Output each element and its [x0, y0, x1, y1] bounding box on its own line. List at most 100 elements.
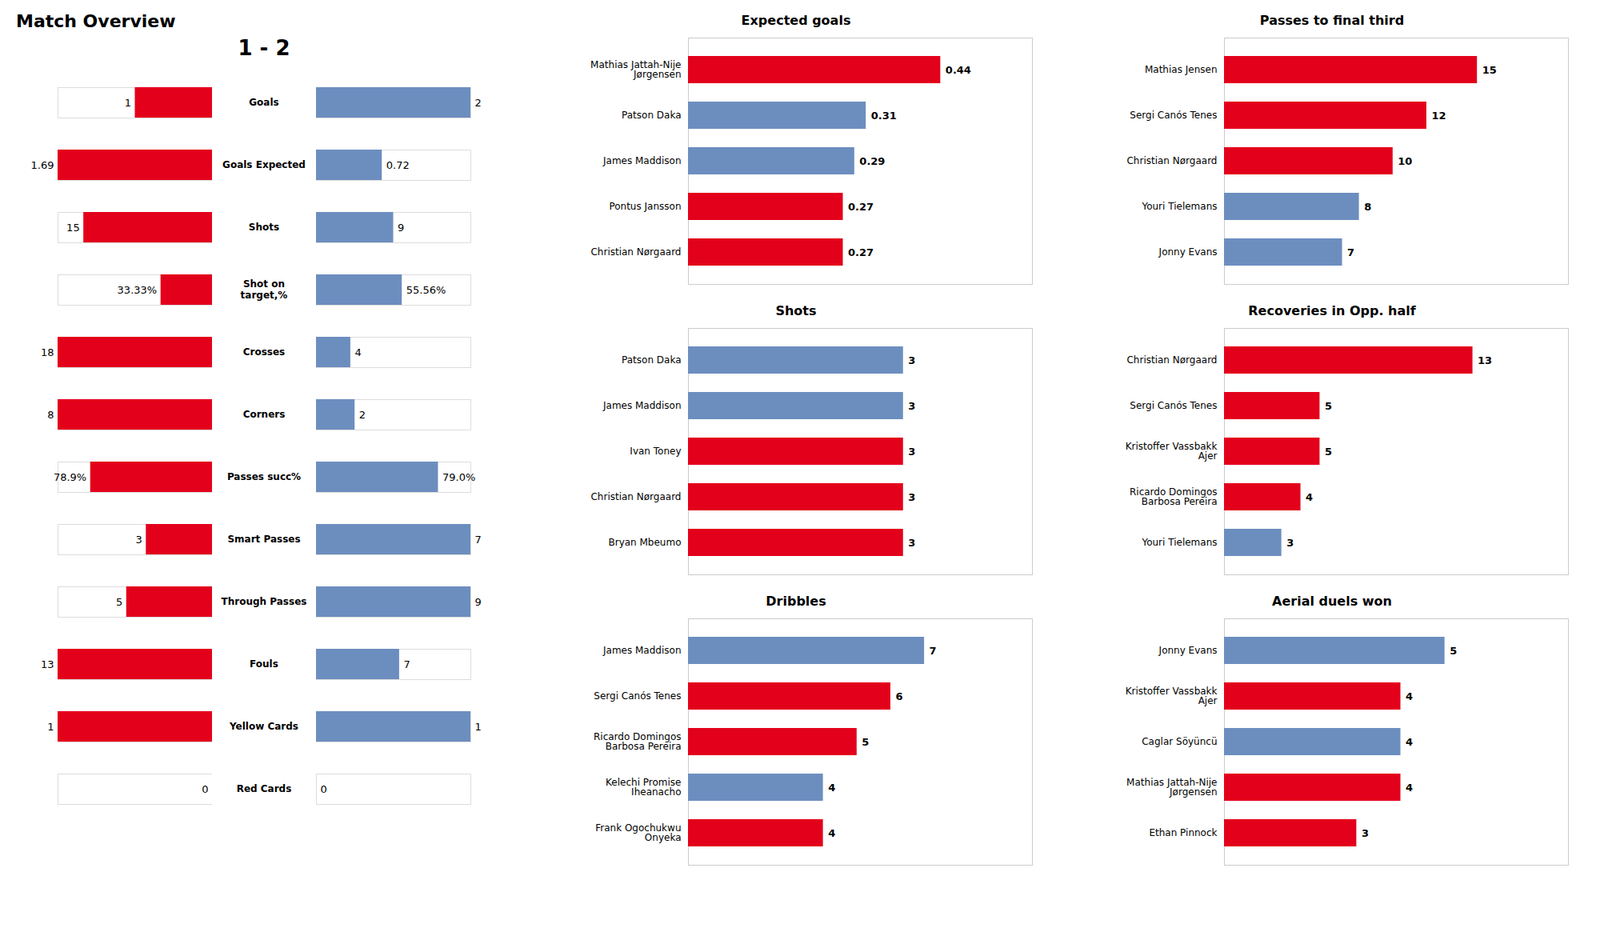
html-text:Match Overview: Match Overview [16, 11, 176, 32]
svg-text:18: 18 [40, 346, 55, 359]
svg-text:4: 4 [1405, 736, 1413, 748]
svg-text:79.0%: 79.0% [442, 471, 476, 484]
svg-text:13: 13 [1477, 354, 1492, 367]
svg-text:0.44: 0.44 [945, 64, 972, 76]
svg-text:Bryan Mbeumo: Bryan Mbeumo [608, 536, 681, 548]
svg-text:Sergi Canós Tenes: Sergi Canós Tenes [593, 690, 681, 702]
svg-text:8: 8 [47, 408, 54, 421]
svg-text:1: 1 [47, 720, 54, 733]
svg-text:Patson Daka: Patson Daka [621, 109, 681, 121]
svg-text:4: 4 [1405, 781, 1413, 794]
html-text:Expected goals: Expected goals [741, 12, 851, 28]
svg-text:2: 2 [359, 408, 366, 421]
svg-text:3: 3 [136, 533, 143, 546]
svg-text:Christian Nørgaard: Christian Nørgaard [1126, 155, 1217, 167]
svg-text:7: 7 [929, 644, 937, 657]
svg-text:13: 13 [40, 658, 55, 671]
svg-text:9: 9 [475, 596, 482, 608]
html-text:Crosses: Crosses [242, 346, 286, 358]
svg-text:Kristoffer VassbakkAjer: Kristoffer VassbakkAjer [1125, 440, 1218, 462]
html-text:Recoveries in Opp. half: Recoveries in Opp. half [1248, 303, 1416, 319]
svg-text:Sergi Canós Tenes: Sergi Canós Tenes [1129, 109, 1217, 121]
html-text:Smart Passes: Smart Passes [227, 533, 301, 545]
svg-text:Ricardo DomingosBarbosa Pereir: Ricardo DomingosBarbosa Pereira [1129, 486, 1218, 508]
svg-text:Youri Tielemans: Youri Tielemans [1140, 200, 1217, 212]
html-text:Goals: Goals [249, 96, 279, 108]
html-text:Aerial duels won: Aerial duels won [1272, 593, 1392, 609]
svg-text:3: 3 [908, 491, 916, 504]
svg-text:Ivan Toney: Ivan Toney [629, 445, 681, 457]
html-text:Dribbles: Dribbles [765, 593, 827, 609]
svg-text:5: 5 [1324, 445, 1332, 458]
svg-text:12: 12 [1431, 109, 1446, 122]
svg-text:1: 1 [124, 96, 132, 109]
svg-text:Kristoffer VassbakkAjer: Kristoffer VassbakkAjer [1125, 685, 1218, 707]
html-text:Goals Expected: Goals Expected [222, 159, 306, 171]
svg-text:Caglar Söyüncü: Caglar Söyüncü [1141, 736, 1217, 748]
svg-text:Christian Nørgaard: Christian Nørgaard [590, 491, 681, 503]
html-text:Shots: Shots [248, 221, 280, 233]
html-text:Passes to final third: Passes to final third [1259, 12, 1405, 28]
svg-text:3: 3 [908, 536, 916, 549]
svg-text:4: 4 [1305, 491, 1313, 504]
svg-text:78.9%: 78.9% [53, 471, 87, 484]
svg-text:0.29: 0.29 [859, 155, 885, 168]
svg-text:1: 1 [475, 720, 482, 733]
svg-text:9: 9 [397, 221, 404, 234]
svg-text:5: 5 [1449, 644, 1457, 657]
svg-text:James Maddison: James Maddison [602, 644, 682, 656]
svg-text:Christian Nørgaard: Christian Nørgaard [590, 246, 681, 258]
svg-text:2: 2 [475, 96, 482, 109]
svg-text:Frank OgochukwuOnyeka: Frank OgochukwuOnyeka [595, 822, 681, 844]
html-text:Corners: Corners [242, 408, 286, 420]
svg-text:0.72: 0.72 [386, 159, 410, 172]
svg-text:James Maddison: James Maddison [602, 155, 682, 167]
svg-text:7: 7 [475, 533, 482, 546]
svg-text:0: 0 [201, 783, 208, 796]
svg-text:8: 8 [1364, 200, 1372, 213]
svg-text:10: 10 [1397, 155, 1412, 168]
svg-text:Jonny Evans: Jonny Evans [1158, 246, 1218, 258]
svg-text:7: 7 [403, 658, 410, 671]
svg-text:3: 3 [908, 400, 916, 412]
svg-text:5: 5 [116, 596, 123, 608]
svg-text:0: 0 [320, 783, 328, 796]
svg-text:3: 3 [1361, 827, 1369, 840]
html-text:1 - 2: 1 - 2 [238, 36, 290, 60]
svg-text:Youri Tielemans: Youri Tielemans [1140, 536, 1217, 548]
svg-text:Mathias Jensen: Mathias Jensen [1144, 64, 1218, 76]
svg-text:0.31: 0.31 [871, 109, 897, 122]
svg-text:4: 4 [1405, 690, 1413, 703]
svg-text:4: 4 [354, 346, 361, 359]
svg-text:Sergi Canós Tenes: Sergi Canós Tenes [1129, 400, 1217, 412]
svg-text:1.69: 1.69 [31, 159, 55, 172]
svg-text:4: 4 [828, 827, 836, 840]
svg-text:0.27: 0.27 [848, 200, 874, 213]
svg-text:Kelechi PromiseIheanacho: Kelechi PromiseIheanacho [605, 776, 681, 798]
html-text:Shots: Shots [775, 303, 817, 319]
svg-text:3: 3 [908, 354, 916, 367]
svg-text:15: 15 [66, 221, 80, 234]
svg-text:Patson Daka: Patson Daka [621, 354, 681, 366]
svg-text:33.33%: 33.33% [117, 284, 158, 296]
svg-text:5: 5 [861, 736, 869, 748]
svg-text:3: 3 [1286, 536, 1294, 549]
svg-text:3: 3 [908, 445, 916, 458]
html-text:Shot on target,%: Shot on target,% [240, 278, 288, 301]
svg-text:Jonny Evans: Jonny Evans [1158, 644, 1218, 656]
svg-text:Christian Nørgaard: Christian Nørgaard [1126, 354, 1217, 366]
svg-text:Ethan Pinnock: Ethan Pinnock [1148, 827, 1217, 839]
svg-text:0.27: 0.27 [848, 246, 874, 259]
html-text:Passes succ%: Passes succ% [227, 471, 301, 483]
svg-text:6: 6 [895, 690, 903, 703]
svg-text:15: 15 [1482, 64, 1497, 76]
svg-text:James Maddison: James Maddison [602, 400, 682, 412]
svg-text:Mathias Jattah-NijeJørgensen: Mathias Jattah-NijeJørgensen [590, 59, 681, 80]
svg-text:4: 4 [828, 781, 836, 794]
svg-text:5: 5 [1324, 400, 1332, 412]
svg-text:55.56%: 55.56% [406, 284, 447, 296]
svg-text:Mathias Jattah-NijeJørgensen: Mathias Jattah-NijeJørgensen [1126, 776, 1217, 798]
svg-text:Pontus Jansson: Pontus Jansson [608, 200, 681, 212]
svg-text:7: 7 [1347, 246, 1355, 259]
svg-text:Ricardo DomingosBarbosa Pereir: Ricardo DomingosBarbosa Pereira [593, 731, 682, 752]
